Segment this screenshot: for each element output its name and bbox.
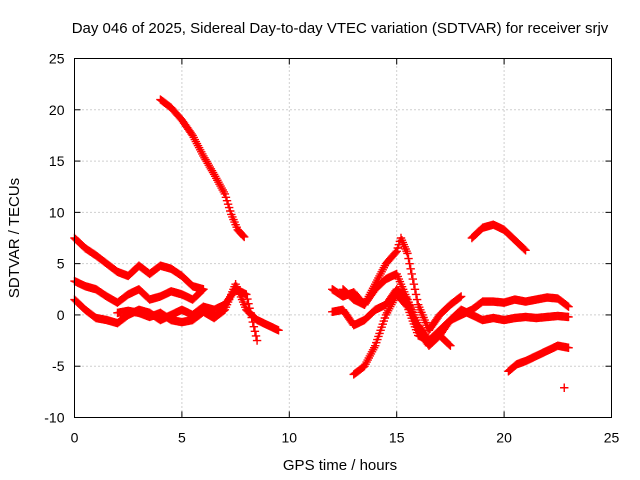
x-tick-label: 0 bbox=[71, 430, 79, 446]
x-axis-label: GPS time / hours bbox=[283, 457, 397, 474]
data-point bbox=[220, 189, 230, 199]
data-point bbox=[456, 292, 466, 301]
data-point bbox=[445, 340, 454, 349]
data-point bbox=[380, 313, 390, 323]
data-point bbox=[403, 295, 412, 304]
data-point bbox=[223, 199, 233, 209]
data-point bbox=[239, 231, 248, 241]
x-axis-tick-labels: 0 5 10 15 20 25 bbox=[71, 430, 620, 446]
data-point bbox=[274, 326, 283, 335]
data-point bbox=[392, 247, 401, 256]
y-tick-label: 10 bbox=[49, 204, 65, 220]
data-point bbox=[412, 295, 422, 304]
data-point bbox=[521, 246, 530, 255]
data-point bbox=[374, 332, 383, 341]
data-point bbox=[226, 206, 235, 216]
data-point bbox=[391, 248, 400, 257]
y-tick-label: -10 bbox=[44, 410, 64, 426]
data-point bbox=[564, 302, 573, 311]
data-point bbox=[375, 329, 384, 338]
data-points bbox=[70, 95, 573, 392]
data-point bbox=[563, 301, 572, 311]
data-point bbox=[224, 203, 234, 212]
series-isolated-point bbox=[560, 383, 569, 392]
y-tick-label: 20 bbox=[49, 102, 65, 118]
data-point bbox=[446, 341, 455, 350]
y-axis-tick-labels: -10 -5 0 5 10 15 20 25 bbox=[44, 51, 64, 426]
series-arc-h bbox=[338, 269, 573, 350]
data-point bbox=[406, 264, 415, 273]
series-arc-high-descending bbox=[156, 95, 249, 242]
data-point bbox=[221, 193, 231, 202]
data-point bbox=[372, 338, 381, 347]
y-tick-label: 25 bbox=[49, 51, 65, 67]
series-arc-d bbox=[113, 279, 283, 335]
data-point bbox=[250, 327, 260, 336]
data-point bbox=[251, 331, 261, 341]
data-point bbox=[376, 326, 385, 335]
series-arc-a bbox=[70, 233, 208, 294]
data-point bbox=[411, 319, 421, 329]
x-tick-label: 10 bbox=[282, 430, 298, 446]
y-tick-label: -5 bbox=[52, 358, 65, 374]
data-point bbox=[407, 269, 416, 279]
data-point bbox=[373, 335, 382, 344]
data-point bbox=[403, 249, 412, 258]
data-point bbox=[409, 279, 419, 289]
series-arc-b bbox=[70, 276, 208, 307]
data-point bbox=[239, 232, 249, 242]
data-point bbox=[409, 313, 419, 323]
y-tick-label: 0 bbox=[57, 307, 65, 323]
grid bbox=[74, 58, 612, 418]
x-tick-label: 25 bbox=[604, 430, 620, 446]
chart-title: Day 046 of 2025, Sidereal Day-to-day VTE… bbox=[72, 20, 609, 37]
data-point bbox=[252, 336, 262, 345]
x-tick-label: 5 bbox=[178, 430, 186, 446]
y-tick-label: 5 bbox=[57, 256, 65, 272]
x-tick-label: 15 bbox=[389, 430, 405, 446]
data-point bbox=[564, 312, 573, 322]
data-point bbox=[410, 285, 420, 294]
data-point bbox=[412, 323, 422, 332]
data-point bbox=[406, 304, 415, 313]
data-point bbox=[455, 293, 465, 302]
series-arc-j bbox=[504, 341, 573, 376]
data-point bbox=[408, 274, 418, 284]
data-point bbox=[244, 299, 253, 308]
data-point bbox=[564, 343, 573, 352]
data-point bbox=[198, 286, 207, 295]
data-point bbox=[407, 307, 416, 317]
series-arc-g bbox=[349, 290, 573, 379]
y-tick-label: 15 bbox=[49, 153, 65, 169]
x-tick-label: 20 bbox=[496, 430, 512, 446]
data-point bbox=[378, 319, 387, 329]
data-point bbox=[410, 316, 420, 326]
data-point bbox=[377, 323, 386, 332]
data-point bbox=[408, 310, 418, 320]
data-point bbox=[411, 290, 421, 299]
data-point bbox=[379, 316, 389, 326]
data-point bbox=[371, 341, 380, 350]
data-point bbox=[405, 259, 414, 268]
y-axis-label: SDTVAR / TECUs bbox=[6, 178, 23, 298]
data-point bbox=[199, 285, 208, 294]
data-point bbox=[405, 301, 414, 310]
data-point bbox=[520, 245, 529, 254]
data-point bbox=[249, 322, 259, 331]
plot-frame bbox=[74, 58, 612, 418]
data-point bbox=[404, 254, 413, 263]
data-point bbox=[222, 196, 232, 205]
data-point bbox=[404, 298, 413, 307]
axis-ticks bbox=[74, 58, 612, 418]
series-arc-i bbox=[467, 220, 530, 255]
data-point bbox=[393, 243, 402, 253]
data-point bbox=[560, 383, 569, 392]
